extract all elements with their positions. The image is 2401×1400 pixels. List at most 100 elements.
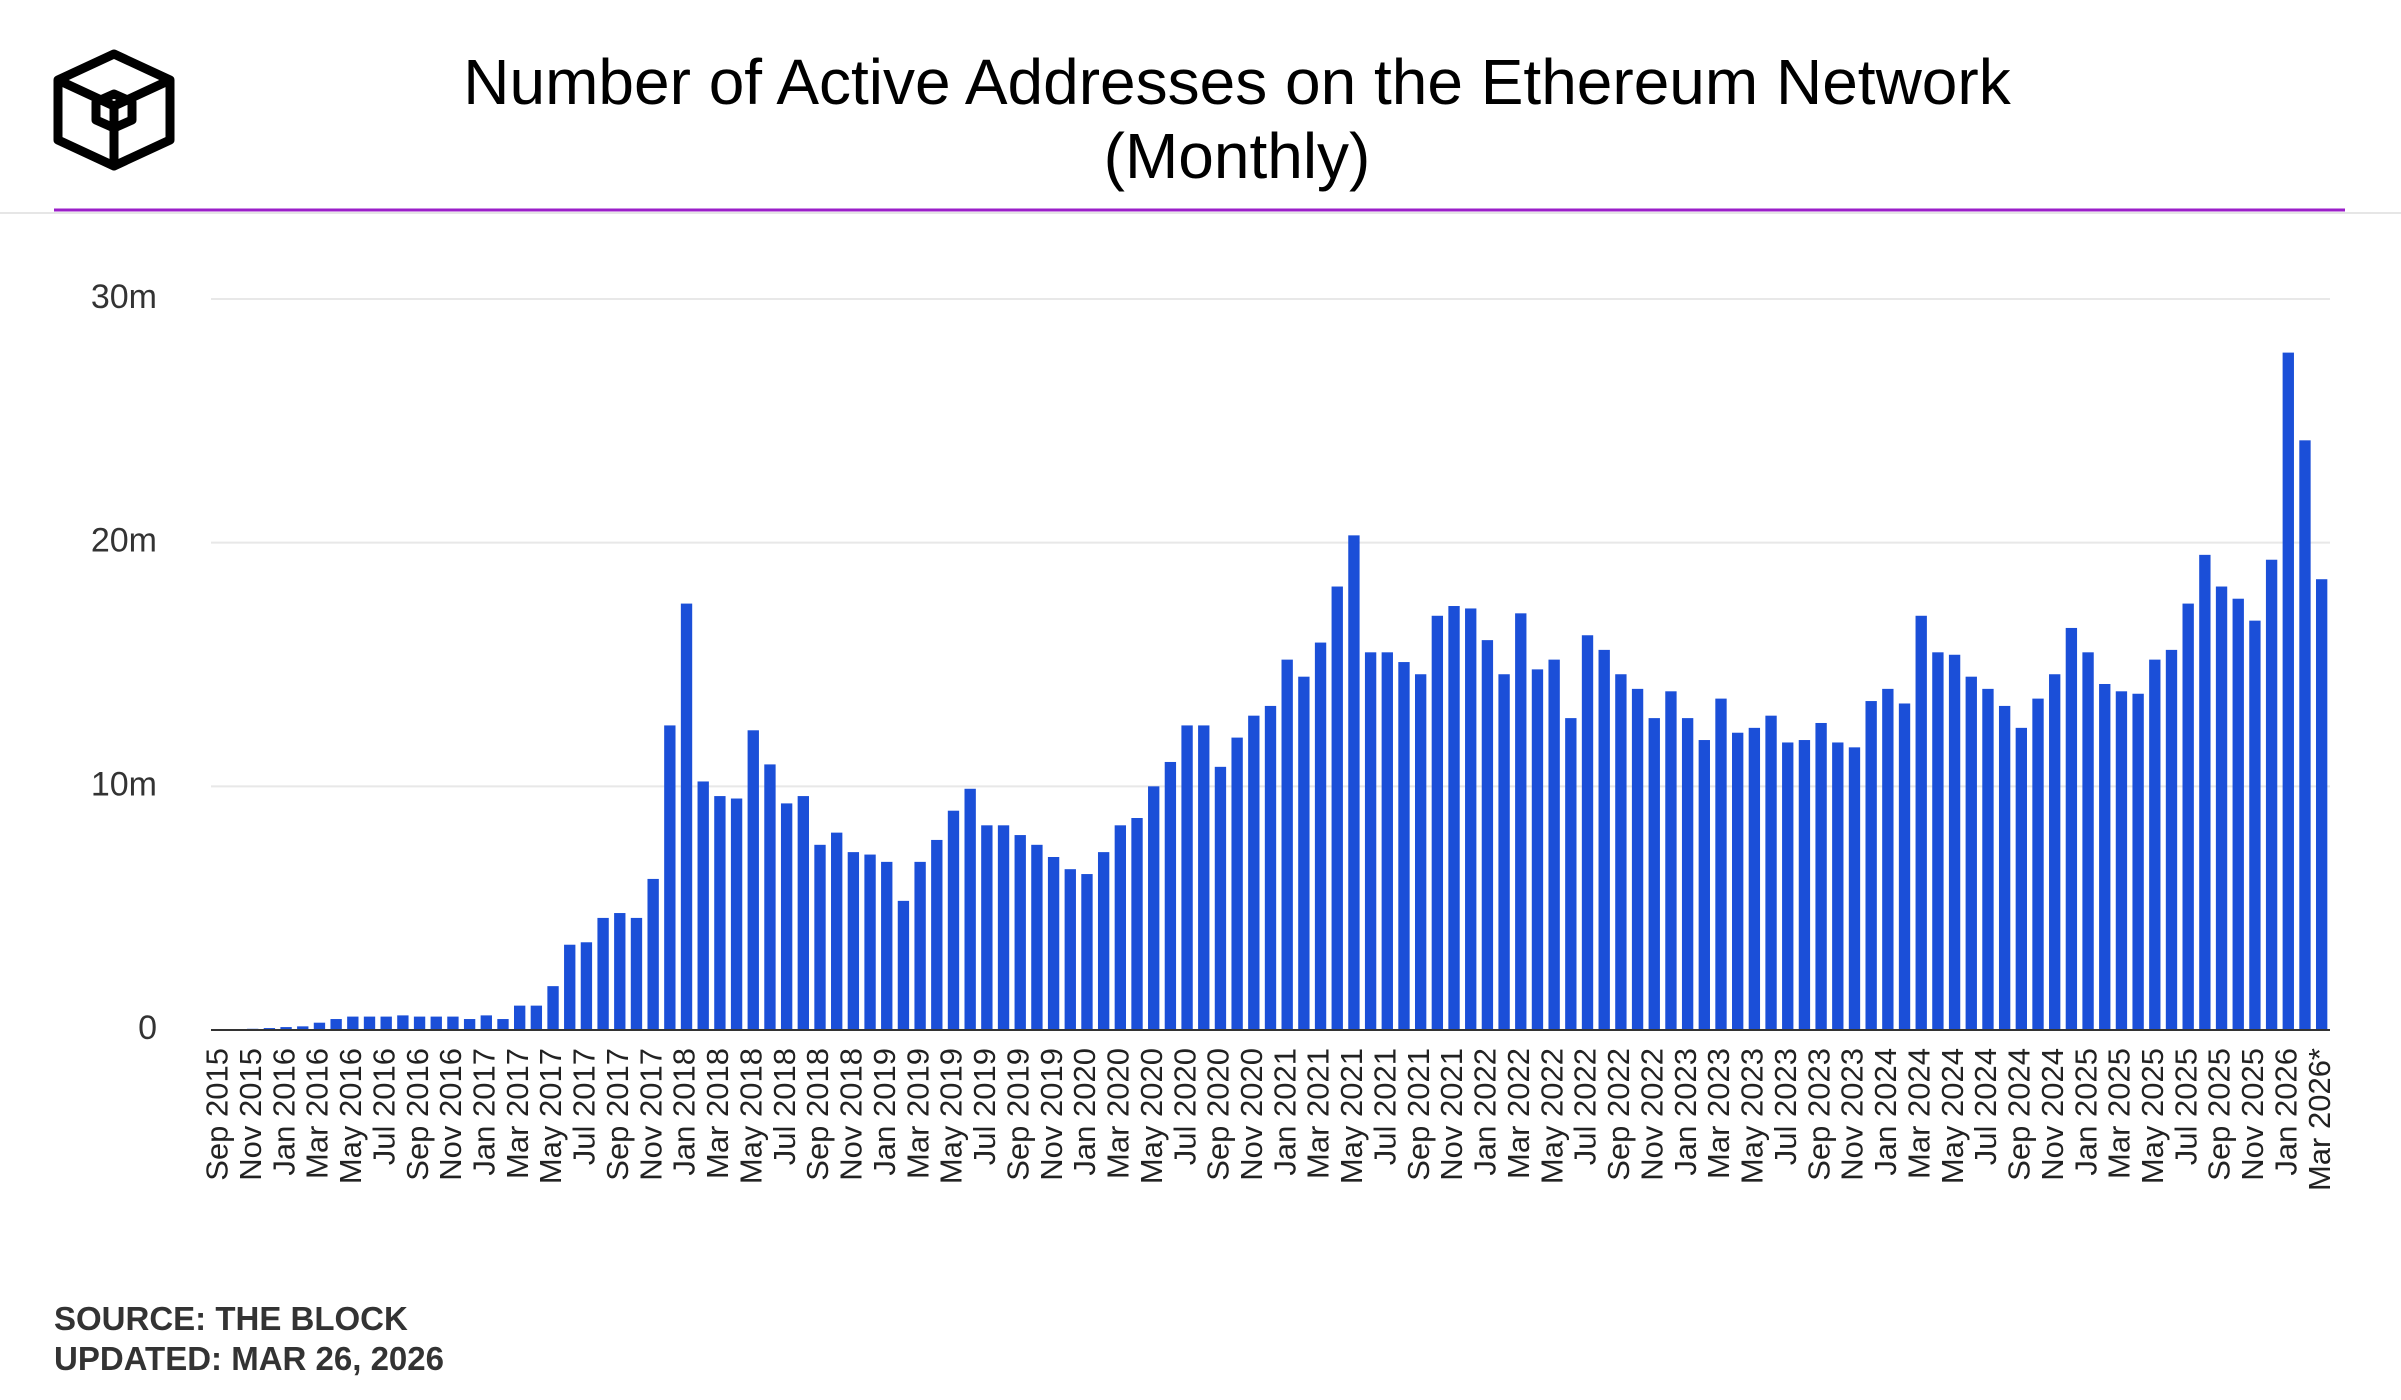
bar: [2032, 698, 2044, 1030]
bar: [831, 832, 843, 1030]
bar: [330, 1019, 342, 1030]
x-tick-label: Jan 2022: [1468, 1048, 1503, 1176]
x-tick-label: Sep 2022: [1601, 1048, 1636, 1181]
updated-note: UPDATED: MAR 26, 2026: [54, 1340, 444, 1377]
bar: [2165, 649, 2178, 1030]
x-tick-label: Jan 2024: [1868, 1048, 1903, 1176]
bar: [347, 1016, 359, 1030]
bar: [463, 1019, 476, 1030]
x-tick-label: Sep 2025: [2202, 1048, 2237, 1181]
bar: [530, 1005, 543, 1030]
bar: [1998, 705, 2011, 1030]
x-tick-label: Mar 2016: [300, 1048, 335, 1179]
x-tick-label: May 2017: [533, 1048, 568, 1184]
bar: [797, 796, 809, 1030]
bar: [480, 1015, 492, 1030]
bar: [1331, 586, 1343, 1030]
bar: [614, 913, 626, 1030]
bar: [580, 942, 593, 1030]
bar: [1748, 727, 1761, 1030]
bar: [1231, 737, 1243, 1030]
y-tick-label: 30m: [91, 278, 157, 316]
x-tick-label: May 2024: [1935, 1048, 1970, 1184]
x-tick-label: Mar 2017: [500, 1048, 535, 1179]
bar: [1164, 761, 1177, 1030]
bar: [430, 1016, 442, 1030]
bar: [931, 839, 943, 1030]
bar: [1782, 742, 1794, 1030]
x-tick-label: Nov 2020: [1234, 1048, 1269, 1181]
x-tick-label: May 2019: [934, 1048, 969, 1184]
bar: [780, 803, 793, 1030]
x-tick-label: Nov 2022: [1634, 1048, 1669, 1181]
x-tick-label: Nov 2017: [633, 1048, 668, 1181]
bar: [1548, 659, 1560, 1030]
bar: [881, 861, 893, 1030]
bar: [1815, 722, 1827, 1030]
bar: [847, 852, 860, 1030]
x-tick-label: Jan 2017: [466, 1048, 501, 1176]
x-tick-label: Jan 2021: [1267, 1048, 1302, 1176]
bar: [697, 781, 709, 1030]
x-tick-label: Jul 2016: [366, 1048, 401, 1165]
bar: [1131, 818, 1143, 1030]
bar: [897, 900, 910, 1030]
x-tick-label: Sep 2020: [1201, 1048, 1236, 1181]
x-tick-label: Jan 2019: [867, 1048, 902, 1176]
x-tick-label: May 2020: [1134, 1048, 1169, 1184]
x-tick-label: May 2022: [1534, 1048, 1569, 1184]
logo: [53, 49, 175, 171]
x-tick-label: Sep 2024: [2002, 1048, 2037, 1181]
x-tick-label: Jul 2024: [1968, 1048, 2003, 1165]
x-tick-label: Nov 2025: [2235, 1048, 2270, 1181]
bar: [1915, 615, 1927, 1030]
bar: [397, 1015, 409, 1030]
x-tick-label: Mar 2023: [1701, 1048, 1736, 1179]
bar: [747, 730, 759, 1030]
bar: [380, 1016, 392, 1030]
bar: [1698, 740, 1710, 1030]
bar: [1398, 662, 1410, 1030]
x-tick-label: Jan 2025: [2068, 1048, 2103, 1176]
bar: [1832, 742, 1844, 1030]
bar: [1965, 676, 1977, 1030]
x-tick-label: Jan 2020: [1067, 1048, 1102, 1176]
bar: [1615, 674, 1627, 1030]
bar: [1064, 869, 1076, 1030]
bar: [1848, 747, 1861, 1030]
bar: [1581, 635, 1594, 1030]
bar: [914, 861, 926, 1030]
x-tick-label: Jul 2019: [967, 1048, 1002, 1165]
x-tick-label: Jul 2020: [1167, 1048, 1202, 1165]
bar: [630, 917, 643, 1030]
bar: [2299, 440, 2311, 1030]
x-tick-label: Jan 2018: [667, 1048, 702, 1176]
x-tick-label: Sep 2018: [800, 1048, 835, 1181]
bar: [1948, 654, 1961, 1030]
bar: [447, 1016, 459, 1030]
bar: [2249, 620, 2261, 1030]
bar: [1565, 718, 1577, 1030]
x-tick-label: Mar 2025: [2102, 1048, 2137, 1179]
bar: [1081, 874, 1093, 1030]
x-tick-label: May 2023: [1735, 1048, 1770, 1184]
bar: [1648, 718, 1660, 1030]
x-tick-label: Mar 2024: [1901, 1048, 1936, 1179]
source-note: SOURCE: THE BLOCK: [54, 1300, 408, 1337]
x-tick-label: Nov 2023: [1835, 1048, 1870, 1181]
bar: [1298, 676, 1310, 1030]
y-tick-label: 0: [138, 1009, 157, 1047]
x-tick-label: May 2018: [733, 1048, 768, 1184]
x-tick-label: Mar 2021: [1301, 1048, 1336, 1179]
bar: [1097, 852, 1110, 1030]
bar: [2182, 603, 2194, 1030]
bar: [1498, 674, 1510, 1030]
bar: [2215, 586, 2228, 1030]
x-tick-label: Nov 2016: [433, 1048, 468, 1181]
bar: [1414, 674, 1427, 1030]
bar: [2015, 727, 2027, 1030]
x-tick-label: Jul 2018: [767, 1048, 802, 1165]
bar: [1448, 606, 1460, 1030]
x-tick-label: May 2016: [333, 1048, 368, 1184]
